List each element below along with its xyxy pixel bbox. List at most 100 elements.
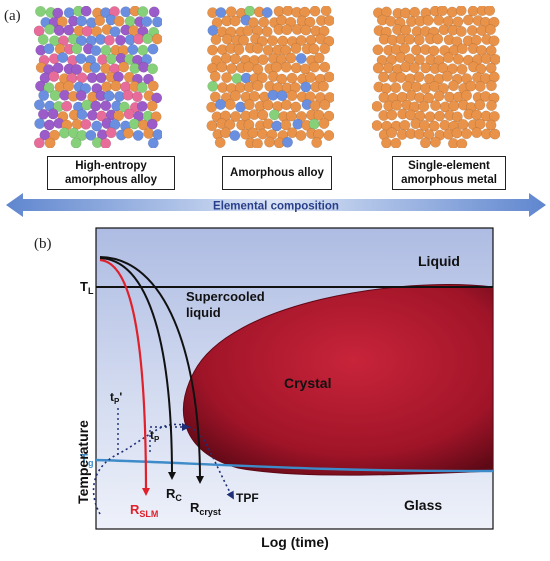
atom (101, 81, 113, 93)
atom (489, 128, 500, 140)
atom (147, 63, 159, 75)
r-c-label: RC (166, 486, 182, 503)
atom (61, 100, 73, 112)
atom (267, 35, 279, 47)
atom (207, 80, 219, 92)
atom (381, 137, 392, 148)
atom (485, 119, 497, 131)
atom (285, 52, 297, 64)
atom (409, 62, 421, 74)
atom (115, 34, 126, 46)
atom (58, 127, 70, 139)
atom (209, 70, 221, 82)
atom (229, 15, 241, 27)
atom (252, 42, 264, 54)
atom (34, 118, 46, 130)
atom (286, 90, 298, 102)
atom (455, 6, 467, 17)
single-element-atom-structure (372, 6, 500, 148)
atom (264, 136, 275, 148)
atom (448, 100, 460, 112)
atom (75, 90, 87, 102)
atom (76, 72, 88, 84)
atom (44, 137, 56, 148)
atom (456, 63, 468, 75)
atom (488, 35, 500, 47)
atom (34, 99, 45, 111)
amorphous-alloy-atom-structure (206, 6, 334, 148)
atom (390, 137, 402, 148)
atom (305, 71, 317, 83)
atom (100, 100, 112, 112)
atom (372, 120, 383, 131)
atom (206, 120, 218, 132)
atom (428, 120, 440, 132)
atom (220, 127, 232, 139)
atom (70, 137, 82, 148)
atom (215, 99, 227, 110)
atom (323, 110, 334, 122)
atom (441, 70, 453, 82)
atom (372, 44, 384, 56)
atom (442, 52, 454, 64)
atom (295, 130, 307, 141)
atom (489, 53, 500, 65)
atom (71, 63, 83, 75)
r-slm-curve (99, 258, 150, 496)
atom (410, 44, 422, 56)
atom (152, 16, 162, 28)
atom (44, 23, 56, 35)
atom (313, 52, 325, 64)
panel-a-letter: (a) (4, 8, 21, 24)
atom (424, 111, 436, 123)
atom (290, 62, 302, 74)
atom (386, 109, 398, 121)
high-entropy-caption: High-entropy amorphous alloy (47, 156, 175, 190)
atom (238, 34, 250, 46)
atom (76, 109, 88, 120)
atom (147, 80, 159, 92)
atom (413, 71, 425, 83)
atom (465, 80, 477, 92)
atom (280, 119, 292, 131)
crystal-label: Crystal (284, 375, 331, 391)
r-cryst-curve (99, 256, 204, 484)
atom (47, 108, 59, 120)
atom (90, 100, 102, 112)
single-element-caption: Single-element amorphous metal (392, 156, 506, 190)
atom (462, 14, 474, 26)
amorphous-alloy-caption-text: Amorphous alloy (230, 167, 324, 179)
atom (37, 108, 49, 120)
atom (252, 138, 263, 148)
atom (127, 44, 139, 56)
atom (270, 61, 282, 73)
atom (420, 82, 432, 94)
high-entropy-atom-structure (34, 6, 162, 148)
atom (400, 24, 412, 36)
atom (137, 44, 149, 56)
atom (323, 71, 334, 83)
atom (90, 45, 102, 57)
atom (252, 80, 264, 92)
atom (380, 82, 392, 94)
atom (75, 53, 87, 65)
atom (71, 43, 83, 55)
atom (243, 99, 255, 111)
atom (413, 128, 425, 140)
atom (230, 90, 241, 102)
tpf-label: TPF (236, 491, 259, 505)
atom (452, 53, 464, 65)
atom (281, 24, 293, 36)
atom (456, 43, 468, 55)
atom (243, 61, 255, 73)
atom (35, 6, 46, 17)
atom (432, 33, 444, 45)
ttt-phase-diagram: Liquid Supercooled liquid Crystal Glass … (75, 227, 494, 550)
atom (390, 82, 402, 94)
atom (122, 89, 134, 101)
atom (309, 100, 321, 112)
atom (132, 129, 144, 141)
atom (280, 61, 292, 73)
atom (414, 54, 426, 66)
y-axis-label: Temperature (75, 420, 91, 504)
